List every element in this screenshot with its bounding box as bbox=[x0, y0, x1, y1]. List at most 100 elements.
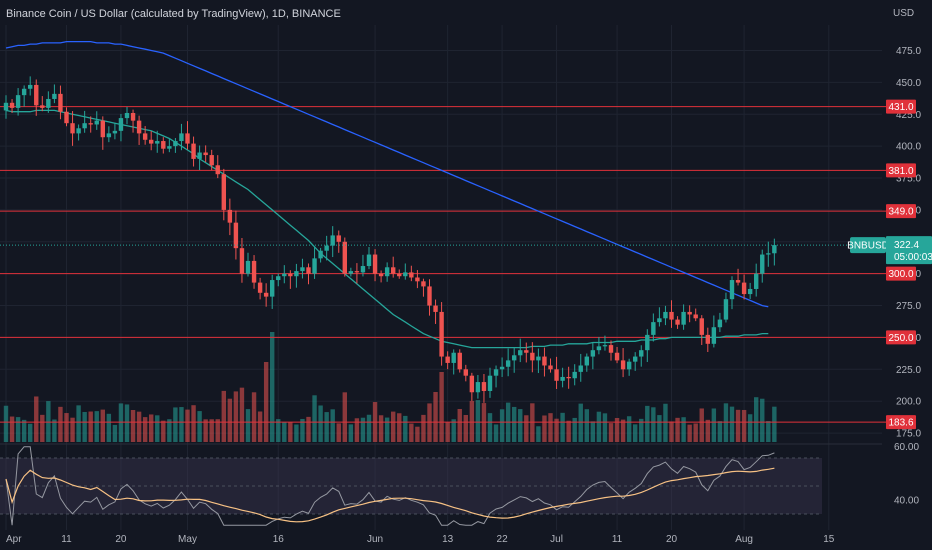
x-tick-label: Jun bbox=[367, 534, 383, 545]
candle-body bbox=[342, 241, 347, 274]
candle-body bbox=[766, 253, 771, 255]
volume-bar bbox=[149, 414, 154, 442]
candle-body bbox=[626, 361, 632, 370]
volume-bar bbox=[360, 417, 366, 442]
candle-body bbox=[245, 260, 251, 274]
level-tag-label: 250.0 bbox=[888, 333, 913, 344]
volume-bar bbox=[82, 411, 87, 442]
candle-body bbox=[499, 366, 505, 370]
volume-bar bbox=[493, 424, 499, 442]
volume-bar bbox=[596, 411, 602, 442]
volume-bar bbox=[542, 415, 547, 442]
candle-body bbox=[149, 139, 154, 144]
volume-bar bbox=[409, 423, 414, 442]
volume-bar bbox=[717, 421, 723, 442]
rsi-top-label: 60.00 bbox=[894, 442, 919, 453]
candle-body bbox=[760, 254, 765, 274]
volume-bar bbox=[772, 406, 777, 442]
time-axis[interactable]: Apr 11 20 May 16 Jun 13 22 Jul 11 20 Aug 15 bbox=[6, 534, 835, 545]
volume-bar bbox=[58, 406, 63, 442]
volume-bar bbox=[64, 413, 69, 442]
candle-body bbox=[445, 356, 450, 363]
volume-bar bbox=[300, 418, 305, 442]
volume-bar bbox=[554, 418, 559, 442]
volume-bar bbox=[366, 414, 372, 442]
volume-bar bbox=[76, 405, 81, 442]
volume-bar bbox=[699, 408, 704, 442]
volume-bar bbox=[578, 403, 583, 442]
volume-bar bbox=[203, 419, 208, 442]
volume-bar bbox=[209, 419, 214, 442]
candle-body bbox=[669, 311, 674, 320]
y-tick-label: 475.0 bbox=[896, 46, 921, 57]
candle-body bbox=[118, 118, 124, 131]
volume-bar bbox=[548, 413, 553, 442]
volume-bar bbox=[28, 423, 33, 442]
candle-body bbox=[723, 299, 729, 320]
candle-body bbox=[578, 365, 583, 372]
volume-bar bbox=[276, 419, 281, 442]
candle-body bbox=[415, 277, 420, 282]
volume-bar bbox=[263, 362, 269, 442]
volume-bar bbox=[639, 418, 644, 442]
volume-bar bbox=[136, 411, 142, 442]
x-tick-label: May bbox=[178, 534, 197, 545]
rsi-ma-line bbox=[5, 467, 775, 523]
candle-body bbox=[397, 273, 402, 277]
candle-body bbox=[70, 123, 75, 134]
candle-body bbox=[354, 271, 360, 273]
volume-bar bbox=[620, 419, 626, 442]
volume-bar bbox=[391, 411, 396, 442]
candle-body bbox=[560, 376, 565, 381]
volume-bar bbox=[433, 392, 438, 442]
candle-body bbox=[263, 292, 269, 297]
candle-body bbox=[433, 305, 438, 312]
volume-bar bbox=[633, 424, 638, 442]
candle-body bbox=[451, 352, 456, 363]
volume-bar bbox=[167, 419, 172, 442]
candle-body bbox=[112, 130, 118, 134]
candle-body bbox=[203, 152, 208, 156]
x-tick-label: 16 bbox=[273, 534, 285, 545]
x-tick-label: 20 bbox=[666, 534, 678, 545]
candle-body bbox=[372, 254, 378, 274]
volume-bar bbox=[161, 420, 166, 442]
volume-bar bbox=[118, 403, 124, 442]
volume-bar bbox=[215, 419, 220, 442]
candle-body bbox=[518, 350, 523, 356]
volume-bar bbox=[403, 415, 408, 442]
volume-bar bbox=[106, 413, 112, 442]
volume-bar bbox=[663, 403, 668, 442]
candle-body bbox=[633, 356, 638, 362]
volume-bar bbox=[669, 421, 674, 442]
volume-bar bbox=[354, 418, 360, 442]
volume-bar bbox=[729, 406, 735, 442]
candle-body bbox=[221, 174, 226, 210]
volume-bar bbox=[397, 413, 402, 442]
candle-body bbox=[46, 98, 51, 108]
x-tick-label: Aug bbox=[735, 534, 753, 545]
volume-bar bbox=[239, 387, 245, 442]
candle-body bbox=[602, 345, 608, 347]
volume-bar bbox=[475, 400, 481, 442]
candle-body bbox=[596, 346, 602, 351]
volume-bar bbox=[651, 407, 656, 442]
volume-bar bbox=[324, 412, 329, 442]
candle-body bbox=[28, 84, 33, 89]
candle-body bbox=[276, 276, 281, 281]
candle-body bbox=[741, 282, 747, 295]
volume-bar bbox=[312, 395, 317, 442]
candle-body bbox=[663, 311, 668, 319]
volume-bar bbox=[245, 409, 251, 442]
level-tag-label: 431.0 bbox=[888, 102, 913, 113]
volume-bar bbox=[173, 407, 178, 442]
candle-body bbox=[693, 314, 698, 319]
level-tag-label: 381.0 bbox=[888, 166, 913, 177]
candle-body bbox=[179, 133, 184, 142]
volume-bar bbox=[463, 414, 468, 442]
volume-bar bbox=[590, 421, 596, 442]
candle-body bbox=[324, 245, 329, 251]
y-tick-label: 200.0 bbox=[896, 397, 921, 408]
level-tag-label: 183.6 bbox=[888, 418, 913, 429]
